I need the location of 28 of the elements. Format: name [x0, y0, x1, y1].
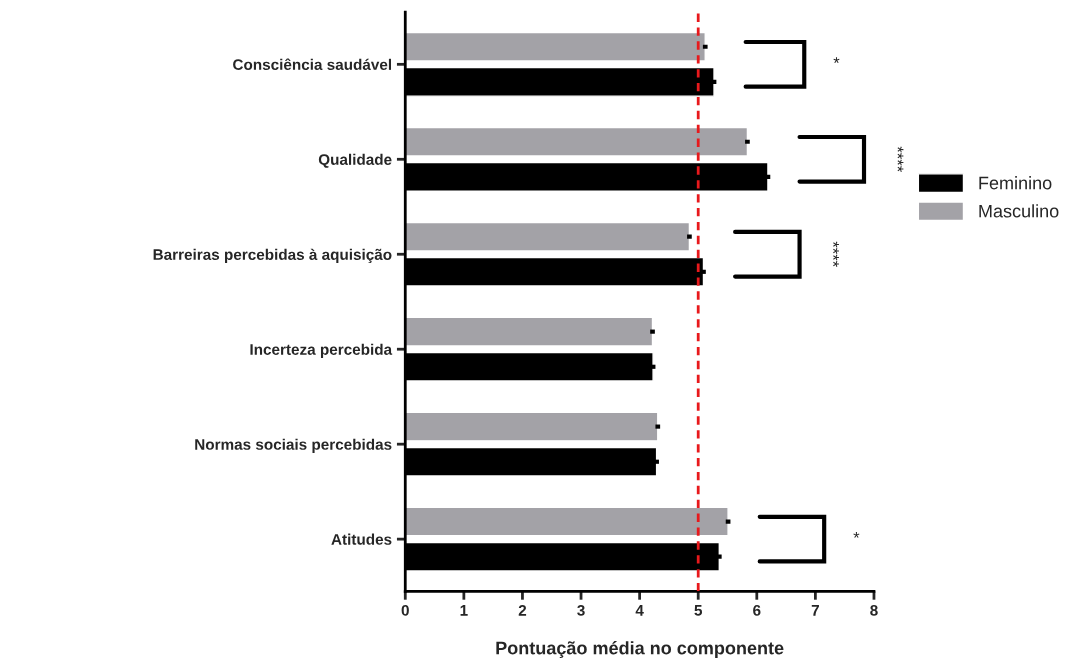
bar [405, 221, 691, 252]
legend-label: Feminino [979, 176, 1052, 190]
x-tick-label: 8 [870, 604, 878, 616]
annotation: **** [833, 241, 839, 267]
y-tick-label: Normas sociais percebidas [195, 438, 392, 453]
y-tick-label: Barreiras percebidas à aquisição [153, 248, 392, 264]
x-tick-label: 6 [753, 604, 761, 616]
bar [405, 126, 749, 157]
annotation: * [833, 57, 840, 64]
bar [405, 411, 659, 442]
x-axis-title: Pontuação média no componente [496, 641, 784, 659]
y-tick-label: Atitudes [331, 533, 392, 545]
x-tick-label: 7 [811, 605, 819, 616]
bar [405, 316, 654, 347]
legend-label: Masculino [979, 204, 1059, 218]
text: **** [897, 146, 904, 172]
annotation: * [853, 531, 860, 538]
y-tick-label: Qualidade [318, 153, 392, 168]
x-tick-label: 1 [460, 605, 468, 616]
bar [405, 506, 729, 537]
x-tick-label: 0 [401, 604, 409, 616]
x-tick-label: 4 [635, 605, 644, 616]
bar [405, 31, 706, 62]
x-tick-label: 3 [577, 604, 585, 616]
x-tick-label: 5 [694, 605, 703, 616]
y-tick-label: Consciência saudável [233, 58, 392, 71]
x-tick-label: 2 [518, 604, 527, 616]
y-tick-label: Incerteza percebida [250, 343, 393, 358]
